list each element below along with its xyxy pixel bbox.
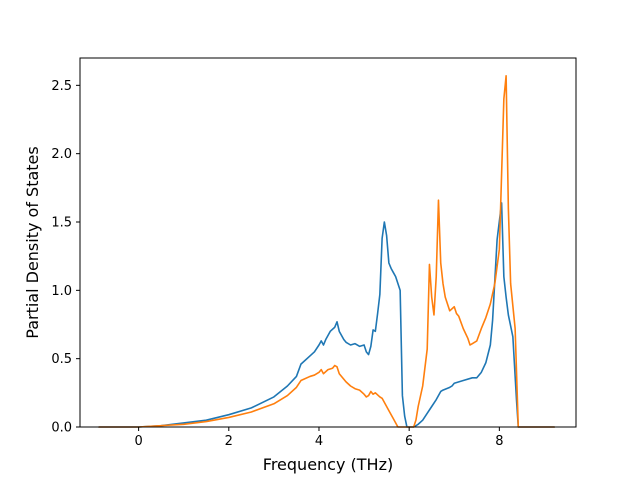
y-axis-label: Partial Density of States bbox=[23, 146, 42, 338]
plot-frame bbox=[79, 57, 577, 428]
x-tick-label: 2 bbox=[225, 434, 233, 449]
y-tick-label: 1.5 bbox=[51, 216, 72, 231]
x-axis-label: Frequency (THz) bbox=[263, 455, 393, 474]
x-tick-label: 6 bbox=[405, 434, 413, 449]
y-tick-label: 2.5 bbox=[51, 79, 72, 94]
x-tick-label: 4 bbox=[315, 434, 323, 449]
x-tick-label: 0 bbox=[134, 434, 142, 449]
x-axis-ticks: 0 2 4 6 8 bbox=[134, 427, 503, 449]
x-tick-label: 8 bbox=[495, 434, 503, 449]
series-line-1 bbox=[98, 202, 556, 428]
y-tick-label: 2.0 bbox=[51, 147, 72, 162]
y-tick-label: 0.0 bbox=[51, 421, 72, 436]
y-tick-label: 0.5 bbox=[51, 352, 72, 367]
y-axis-ticks: 0.0 0.5 1.0 1.5 2.0 2.5 bbox=[51, 79, 80, 436]
y-tick-label: 1.0 bbox=[51, 284, 72, 299]
